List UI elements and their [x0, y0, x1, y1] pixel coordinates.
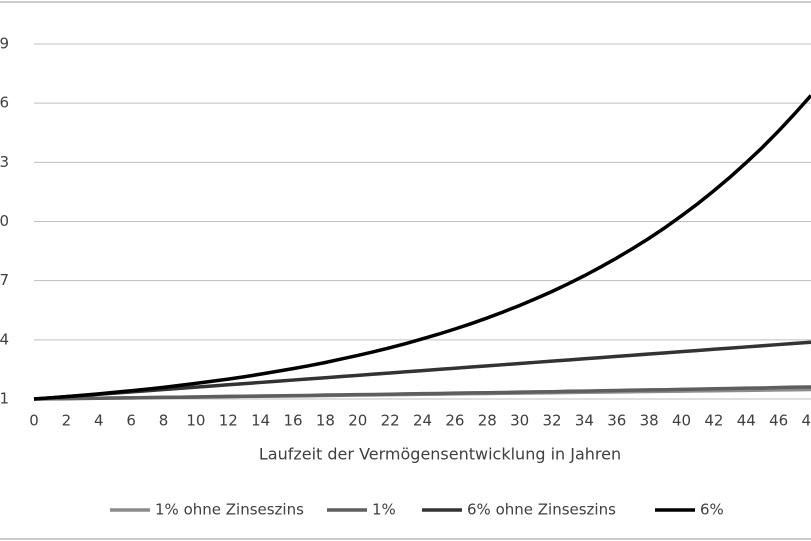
x-tick-label: 38 [640, 412, 659, 430]
x-tick-label: 36 [607, 412, 626, 430]
x-tick-label: 18 [316, 412, 335, 430]
legend-label: 1% [372, 501, 396, 519]
series-line [33, 340, 811, 401]
series-line [33, 385, 811, 401]
x-tick-label: 0 [29, 412, 39, 430]
x-tick-label: 16 [283, 412, 302, 430]
x-axis-title: Laufzeit der Vermögensentwicklung in Jah… [259, 445, 621, 464]
x-tick-label: 6 [126, 412, 136, 430]
legend-label: 6% [700, 501, 724, 519]
y-tick-label: 13 [0, 153, 9, 171]
x-tick-label: 24 [413, 412, 432, 430]
y-tick-label: 16 [0, 94, 9, 112]
x-tick-label: 20 [348, 412, 367, 430]
x-tick-label: 48 [801, 412, 811, 430]
x-tick-label: 28 [478, 412, 497, 430]
y-tick-label: 10 [0, 212, 9, 230]
legend-label: 6% ohne Zinseszins [467, 501, 616, 519]
x-tick-label: 42 [704, 412, 723, 430]
x-tick-label: 4 [94, 412, 104, 430]
x-tick-label: 46 [769, 412, 788, 430]
x-tick-label: 44 [737, 412, 756, 430]
y-tick-label: 1 [0, 390, 9, 408]
x-tick-label: 2 [62, 412, 72, 430]
y-tick-label: 19 [0, 35, 9, 53]
x-tick-label: 40 [672, 412, 691, 430]
x-tick-label: 30 [510, 412, 529, 430]
y-tick-label: 7 [0, 271, 9, 289]
legend-label: 1% ohne Zinseszins [155, 501, 304, 519]
x-tick-label: 10 [186, 412, 205, 430]
y-tick-label: 4 [0, 330, 9, 348]
series-line [33, 94, 811, 401]
x-tick-label: 34 [575, 412, 594, 430]
x-tick-label: 14 [251, 412, 270, 430]
x-tick-label: 12 [219, 412, 238, 430]
x-tick-label: 8 [159, 412, 169, 430]
x-tick-label: 22 [381, 412, 400, 430]
x-tick-label: 26 [445, 412, 464, 430]
x-tick-label: 32 [542, 412, 561, 430]
